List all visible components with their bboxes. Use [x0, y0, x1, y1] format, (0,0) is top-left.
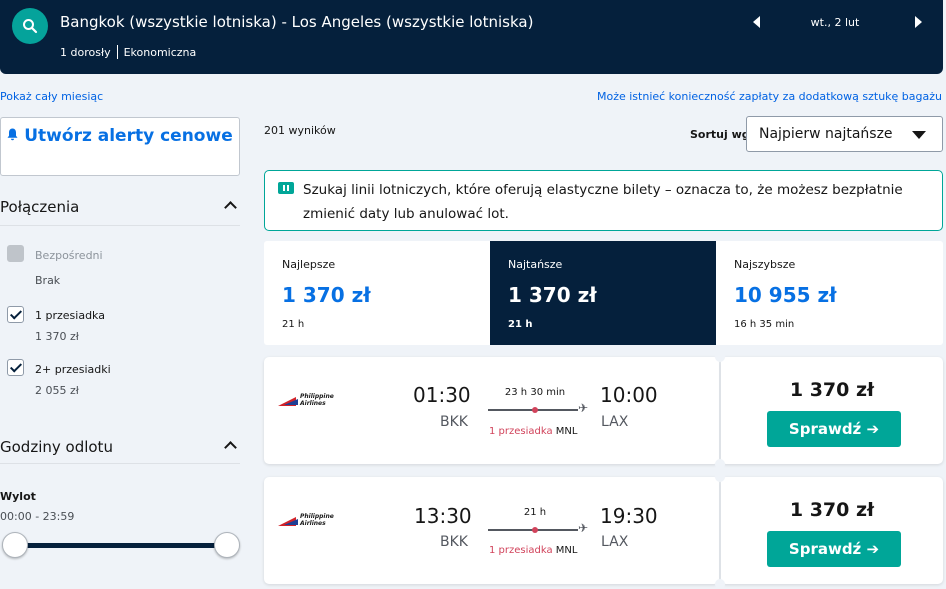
selected-date[interactable]: wt., 2 lut: [810, 16, 860, 29]
alert-button-label: Utwórz alerty cenowe: [24, 126, 233, 146]
flight-price: 1 370 zł: [789, 379, 875, 401]
search-header: Bangkok (wszystkie lotniska) - Los Angel…: [0, 0, 943, 74]
flight-card-leg[interactable]: Philippine Airlines 01:30 BKK 23 h 30 mi…: [264, 357, 719, 464]
bell-icon: [7, 124, 18, 141]
one-stop-price: 1 370 zł: [35, 330, 79, 343]
two-plus-stops-label: 2+ przesiadki: [35, 363, 111, 376]
passenger-count: 1 dorosły: [60, 45, 111, 59]
two-plus-stops-checkbox[interactable]: [7, 359, 24, 376]
baggage-fee-link[interactable]: Może istnieć konieczność zapłaty za doda…: [596, 90, 942, 103]
tab-duration: 21 h: [282, 319, 305, 330]
flight-duration: 23 h 30 min: [504, 387, 566, 398]
stop-dot: [532, 407, 538, 413]
one-stop-checkbox[interactable]: [7, 306, 24, 323]
tab-label: Najlepsze: [282, 258, 336, 271]
airline-name: Philippine Airlines: [300, 393, 334, 407]
direct-checkbox[interactable]: [7, 245, 24, 262]
stops-info: 1 przesiadka MNL: [489, 545, 577, 556]
stop-dot: [532, 527, 538, 533]
slider-handle-end[interactable]: [214, 532, 240, 558]
tab-best[interactable]: Najlepsze 1 370 zł 21 h: [264, 241, 490, 345]
departure-range: 00:00 - 23:59: [0, 510, 75, 523]
chevron-left-icon[interactable]: [753, 16, 760, 28]
divider: [116, 45, 118, 59]
chevron-right-icon[interactable]: [915, 16, 922, 28]
arrival-time: 10:00: [600, 383, 658, 407]
departure-airport: BKK: [440, 414, 468, 430]
flight-duration: 21 h: [523, 507, 547, 518]
tab-duration: 21 h: [508, 319, 533, 330]
tab-label: Najtańsze: [508, 258, 563, 271]
search-button[interactable]: [12, 8, 48, 44]
trip-details[interactable]: 1 dorosły Ekonomiczna: [60, 45, 196, 59]
departure-time: 01:30: [413, 383, 471, 407]
flight-card-leg[interactable]: Philippine Airlines 13:30 BKK 21 h ✈ 1 p…: [264, 477, 719, 584]
results-count: 201 wyników: [264, 124, 336, 137]
stops-count: 1 przesiadka: [489, 545, 553, 556]
cabin-class: Ekonomiczna: [123, 45, 197, 59]
stop-airport: MNL: [555, 426, 578, 437]
divider: [0, 463, 240, 464]
slider-handle-start[interactable]: [2, 532, 28, 558]
flight-price: 1 370 zł: [789, 499, 875, 521]
arrival-airport: LAX: [601, 534, 629, 550]
sort-value: Najpierw najtańsze: [759, 126, 893, 142]
chevron-up-icon[interactable]: [224, 441, 237, 454]
tab-label: Najszybsze: [734, 258, 796, 271]
sort-tabs: Najlepsze 1 370 zł 21 h Najtańsze 1 370 …: [264, 241, 943, 345]
departure-times-title: Godziny odlotu: [0, 438, 113, 456]
show-whole-month-link[interactable]: Pokaż cały miesiąc: [0, 90, 104, 103]
departure-time: 13:30: [414, 504, 472, 528]
route-title[interactable]: Bangkok (wszystkie lotniska) - Los Angel…: [60, 13, 534, 31]
one-stop-label: 1 przesiadka: [35, 309, 105, 322]
stop-airport: MNL: [555, 545, 578, 556]
stops-info: 1 przesiadka MNL: [489, 426, 577, 437]
flight-card-price: 1 370 zł Sprawdź ➔: [721, 477, 943, 584]
connections-title: Połączenia: [0, 198, 80, 216]
select-flight-button[interactable]: Sprawdź ➔: [767, 411, 901, 447]
flight-card-price: 1 370 zł Sprawdź ➔: [721, 357, 943, 464]
two-plus-stops-price: 2 055 zł: [35, 384, 79, 397]
departure-slider-track[interactable]: [14, 543, 228, 548]
sort-select[interactable]: Najpierw najtańsze: [746, 116, 943, 152]
tab-price: 1 370 zł: [508, 283, 597, 307]
plane-icon: ✈: [578, 401, 589, 415]
stops-count: 1 przesiadka: [489, 426, 553, 437]
flexible-tickets-banner: Szukaj linii lotniczych, które oferują e…: [264, 170, 943, 231]
arrival-time: 19:30: [600, 504, 658, 528]
airline-logo: Philippine Airlines: [278, 513, 338, 529]
airline-logo: Philippine Airlines: [278, 393, 338, 409]
banner-text: Szukaj linii lotniczych, które oferują e…: [303, 182, 903, 222]
departure-label: Wylot: [0, 490, 36, 503]
departure-airport: BKK: [440, 534, 468, 550]
select-flight-button[interactable]: Sprawdź ➔: [767, 531, 901, 567]
search-icon: [23, 19, 38, 34]
arrival-airport: LAX: [601, 414, 629, 430]
caret-down-icon: [912, 131, 926, 139]
tab-duration: 16 h 35 min: [734, 319, 795, 330]
tab-price: 1 370 zł: [282, 283, 371, 307]
direct-price: Brak: [35, 274, 61, 287]
sort-label: Sortuj wg: [690, 128, 750, 141]
tab-cheapest[interactable]: Najtańsze 1 370 zł 21 h: [490, 241, 716, 345]
chevron-up-icon[interactable]: [224, 201, 237, 214]
divider: [0, 225, 240, 226]
create-price-alert-button[interactable]: Utwórz alerty cenowe: [0, 117, 240, 176]
tab-price: 10 955 zł: [734, 283, 837, 307]
ticket-icon: [278, 182, 294, 194]
direct-label: Bezpośredni: [35, 249, 103, 262]
tab-fastest[interactable]: Najszybsze 10 955 zł 16 h 35 min: [716, 241, 943, 345]
plane-icon: ✈: [578, 521, 589, 535]
airline-name: Philippine Airlines: [300, 513, 334, 527]
